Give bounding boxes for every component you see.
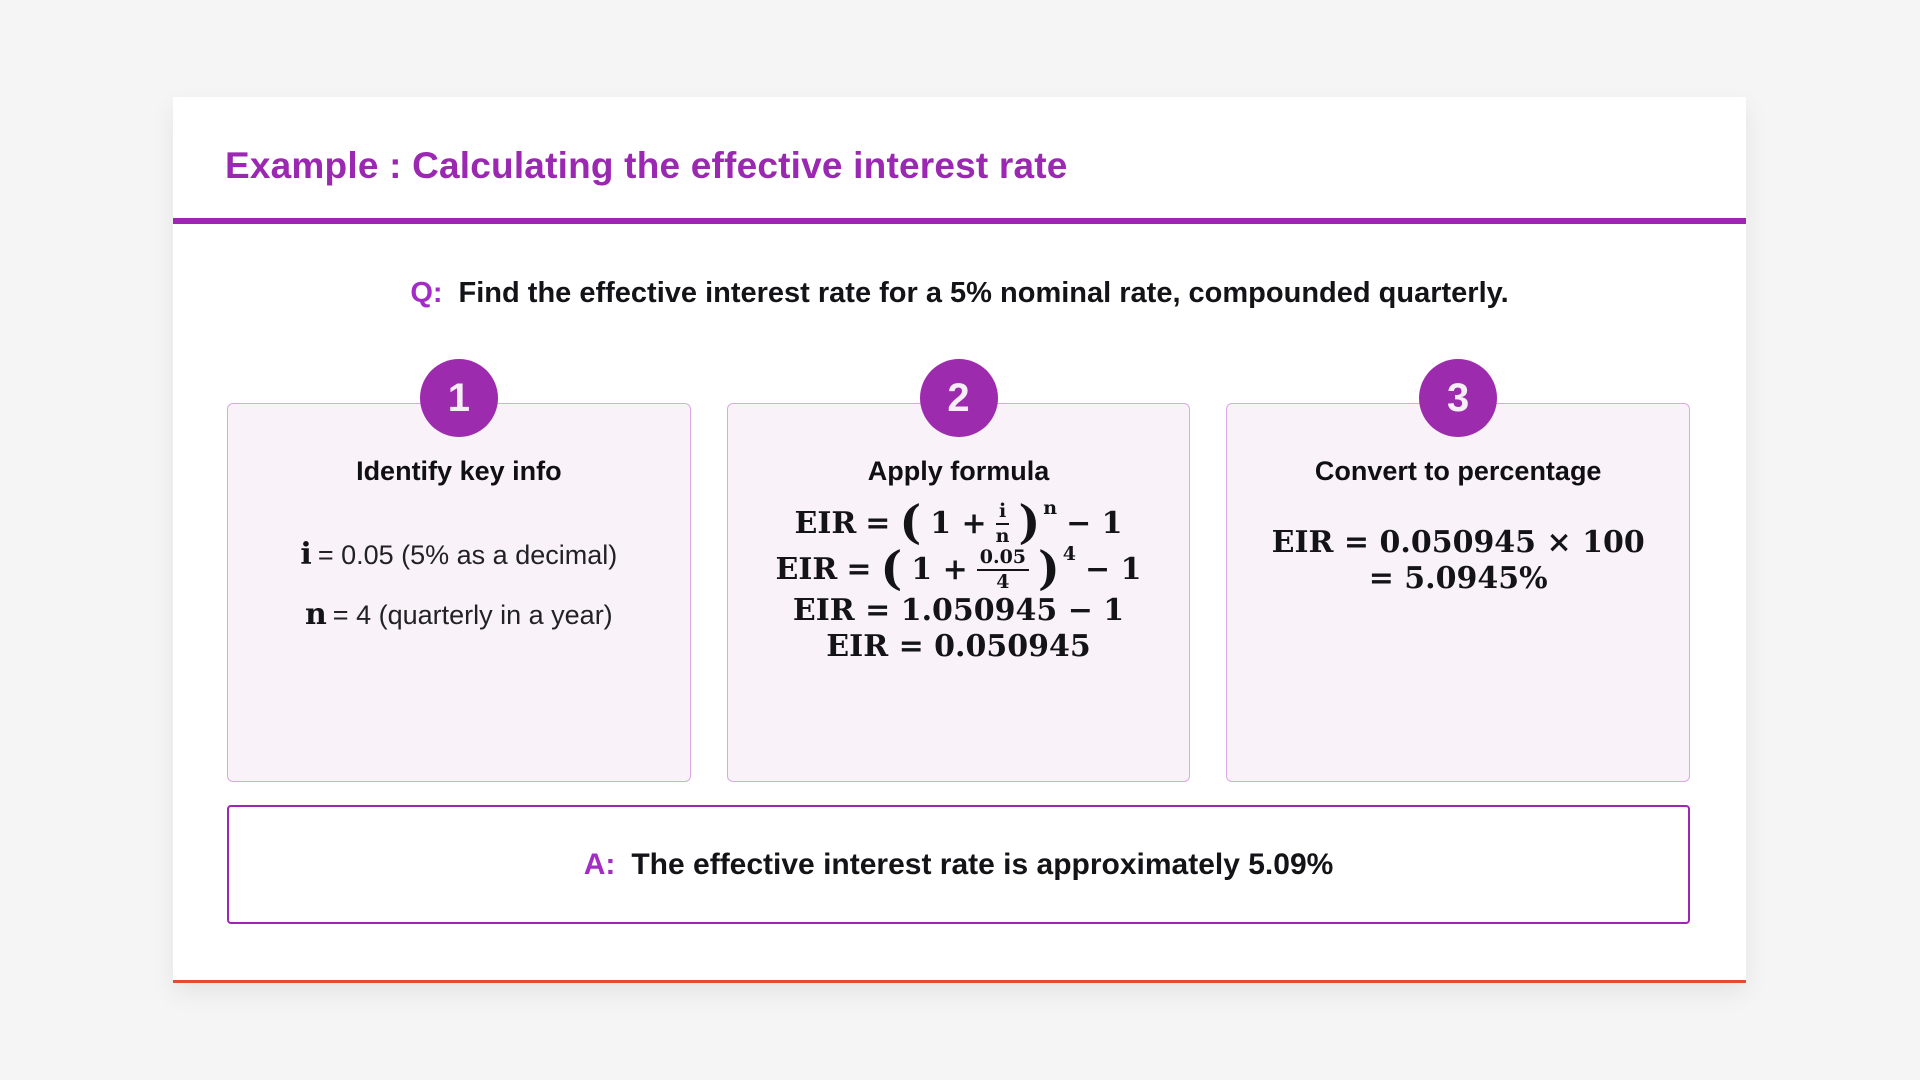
question-line: Q: Find the effective interest rate for a… <box>173 277 1746 310</box>
question-text: Find the effective interest rate for a 5… <box>458 277 1509 309</box>
answer-box: A: The effective interest rate is approxi… <box>227 805 1690 924</box>
answer-prefix: A: <box>583 847 616 881</box>
fraction-005-over-4: 0.05 4 <box>976 547 1030 593</box>
formula-stack: EIR = ( 1 + i n ) n − 1 EIR = ( 1 + <box>728 495 1190 665</box>
exponent-n: n <box>1043 497 1058 519</box>
step-title: Convert to percentage <box>1314 456 1602 486</box>
close-paren: ) <box>1038 541 1060 595</box>
conversion-lines: EIR = 0.050945 × 100 = 5.0945% <box>1227 525 1689 597</box>
fraction-denominator: 4 <box>996 571 1010 593</box>
formula-evaluated: EIR = 1.050945 − 1 <box>792 593 1125 628</box>
formula-lhs: EIR <box>794 506 857 542</box>
key-info-i: i = 0.05 (5% as a decimal) <box>246 537 672 573</box>
page-title: Example : Calculating the effective inte… <box>225 145 1068 186</box>
step-number: 1 <box>447 375 470 420</box>
formula-lhs: EIR <box>775 552 838 588</box>
step-number-badge-3: 3 <box>1419 359 1498 437</box>
answer-text: The effective interest rate is approxima… <box>631 847 1334 881</box>
step-number-badge-2: 2 <box>919 359 998 437</box>
steps-row: 1 Identify key info i = 0.05 (5% as a dec… <box>227 359 1691 782</box>
formula-substituted: EIR = ( 1 + 0.05 4 ) 4 − 1 <box>775 541 1142 595</box>
variable-n: n <box>304 597 327 632</box>
step-number: 3 <box>1447 375 1470 420</box>
value-n: = 4 (quarterly in a year) <box>332 600 613 630</box>
variable-i: i <box>300 537 312 572</box>
value-i: = 0.05 (5% as a decimal) <box>317 540 618 570</box>
formula-tail: − 1 <box>1085 552 1142 588</box>
formula-tail: − 1 <box>1066 506 1123 542</box>
step-card-identify: 1 Identify key info i = 0.05 (5% as a dec… <box>227 359 691 782</box>
conversion-line-2: = 5.0945% <box>1368 561 1548 596</box>
step-number: 2 <box>947 375 970 420</box>
slide-panel: Example : Calculating the effective inte… <box>173 97 1746 983</box>
step-title: Apply formula <box>867 456 1050 486</box>
exponent-4: 4 <box>1062 543 1077 565</box>
close-paren: ) <box>1018 495 1041 549</box>
equals-sign: = <box>846 552 872 588</box>
fraction-numerator: i <box>995 501 1010 525</box>
question-prefix: Q: <box>410 277 443 309</box>
formula-lead: 1 + <box>911 552 968 588</box>
title-divider <box>173 218 1746 224</box>
open-paren: ( <box>880 541 903 595</box>
formula-general: EIR = ( 1 + i n ) n − 1 <box>794 495 1123 549</box>
key-info-list: i = 0.05 (5% as a decimal) n = 4 (quarterl… <box>228 537 690 633</box>
step-title: Identify key info <box>356 456 562 486</box>
key-info-n: n = 4 (quarterly in a year) <box>246 597 672 633</box>
equals-sign: = <box>865 506 891 542</box>
step-card-formula: 2 Apply formula EIR = ( 1 + i n ) n − 1 <box>726 359 1191 782</box>
formula-lead: 1 + <box>930 506 987 542</box>
fraction-denominator: n <box>995 525 1010 547</box>
conversion-line-1: EIR = 0.050945 × 100 <box>1271 525 1645 560</box>
step-card-convert: 3 Convert to percentage EIR = 0.050945 ×… <box>1226 359 1691 782</box>
open-paren: ( <box>899 495 922 549</box>
formula-result: EIR = 0.050945 <box>826 629 1091 664</box>
fraction-numerator: 0.05 <box>976 547 1030 571</box>
fraction-i-over-n: i n <box>996 501 1010 547</box>
step-number-badge-1: 1 <box>419 359 498 437</box>
